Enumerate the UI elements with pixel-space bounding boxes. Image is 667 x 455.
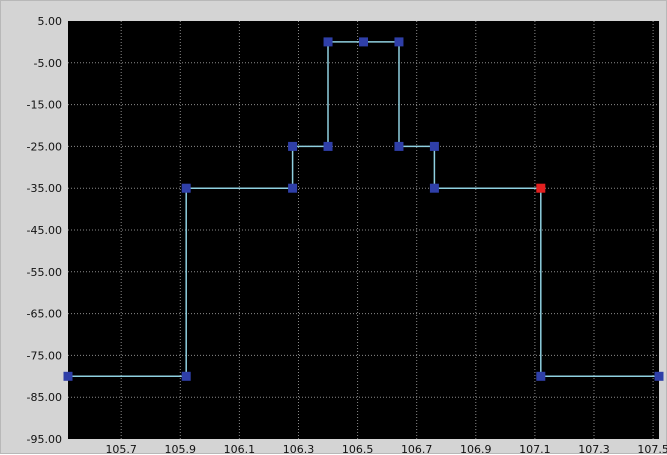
x-tick-label: 105.9: [165, 443, 197, 455]
x-tick-label: 107.5: [637, 443, 667, 455]
data-markers: [63, 37, 664, 381]
y-tick-label: -35.00: [27, 182, 62, 195]
x-axis-ticks: 105.7 105.9 106.1 106.3 106.5 106.7 106.9 107.1…: [105, 443, 667, 455]
data-point[interactable]: [359, 37, 368, 47]
x-tick-label: 106.7: [401, 443, 433, 455]
y-tick-label: -65.00: [27, 308, 62, 321]
x-tick-label: 106.5: [342, 443, 374, 455]
y-tick-label: -55.00: [27, 266, 62, 279]
y-tick-label: -45.00: [27, 224, 62, 237]
x-tick-label: 106.1: [224, 443, 256, 455]
data-point[interactable]: [323, 141, 333, 151]
y-axis-ticks: 5.00 -5.00 -15.00 -25.00 -35.00 -45.00 -55.00 -…: [27, 15, 62, 446]
y-tick-label: -15.00: [27, 99, 62, 112]
data-point[interactable]: [288, 141, 298, 151]
data-point[interactable]: [394, 141, 404, 151]
y-tick-label: -85.00: [27, 391, 62, 404]
data-point[interactable]: [429, 141, 439, 151]
data-point[interactable]: [181, 371, 191, 381]
data-point[interactable]: [181, 183, 191, 193]
y-tick-label: -25.00: [27, 140, 62, 153]
data-point[interactable]: [536, 371, 546, 381]
data-point[interactable]: [288, 183, 298, 193]
highlighted-data-point[interactable]: [536, 183, 546, 193]
data-point[interactable]: [429, 183, 439, 193]
x-tick-label: 107.1: [519, 443, 551, 455]
x-tick-label: 107.3: [578, 443, 610, 455]
x-tick-label: 106.3: [283, 443, 315, 455]
y-tick-label: -75.00: [27, 349, 62, 362]
y-tick-label: 5.00: [38, 15, 63, 28]
y-tick-label: -5.00: [34, 57, 62, 70]
data-point[interactable]: [63, 371, 73, 381]
x-tick-label: 105.7: [105, 443, 137, 455]
data-point[interactable]: [323, 37, 333, 47]
data-point[interactable]: [394, 37, 404, 47]
data-point[interactable]: [654, 371, 664, 381]
x-tick-label: 106.9: [460, 443, 492, 455]
gridlines: [68, 21, 659, 439]
y-tick-label: -95.00: [27, 433, 62, 446]
